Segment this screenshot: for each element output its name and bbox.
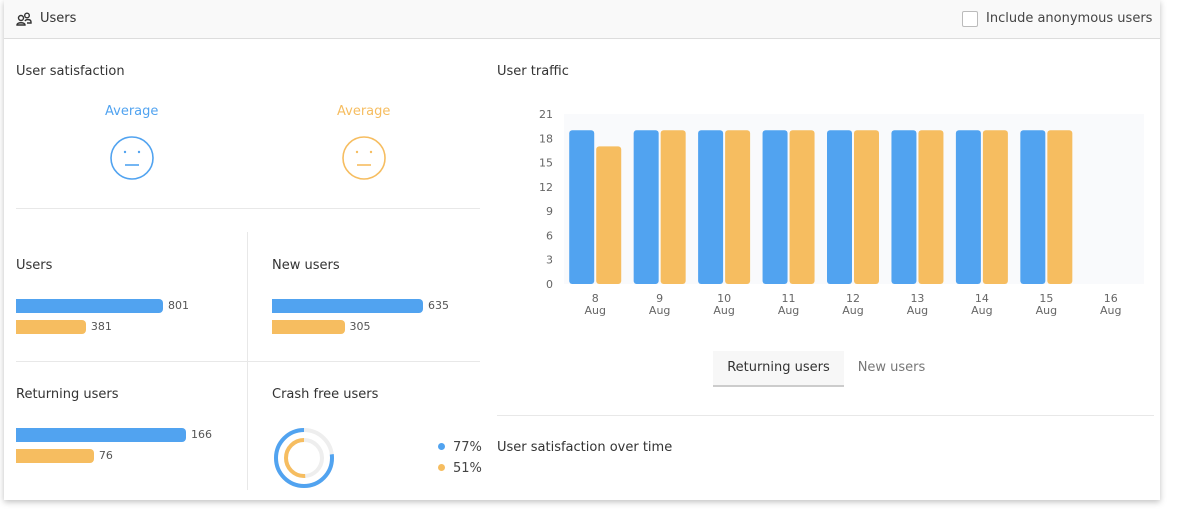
traffic-bar (1020, 130, 1046, 284)
traffic-bar (596, 146, 622, 284)
returning-users-title: Returning users (16, 387, 119, 402)
divider (16, 361, 480, 362)
traffic-bar (660, 130, 686, 284)
y-tick-label: 15 (539, 157, 553, 170)
x-tick-label: 13 Aug (907, 292, 928, 317)
crash-free-title: Crash free users (272, 387, 379, 402)
users-icon (16, 12, 32, 26)
user-satisfaction-title: User satisfaction (16, 64, 125, 79)
new-users-title: New users (272, 258, 340, 273)
traffic-bar (891, 130, 917, 284)
returning-users-value-orange: 76 (98, 449, 113, 462)
traffic-bar (698, 130, 724, 284)
neutral-face-icon (342, 136, 386, 180)
user-traffic-title: User traffic (497, 64, 569, 79)
satisfaction-over-time-title: User satisfaction over time (497, 440, 673, 455)
traffic-bar (569, 130, 595, 284)
users-bar-blue (16, 299, 163, 313)
card-header: Users Include anonymous users (4, 0, 1160, 39)
y-tick-label: 0 (546, 278, 553, 291)
users-value-orange: 381 (90, 320, 112, 333)
divider (16, 208, 480, 209)
traffic-bar (725, 130, 751, 284)
users-card: Users Include anonymous users User satis… (4, 0, 1160, 500)
y-tick-label: 21 (539, 108, 553, 121)
new-users-bar-blue (272, 299, 423, 313)
include-anonymous-checkbox[interactable] (962, 11, 978, 27)
returning-users-bar-blue (16, 428, 186, 442)
neutral-face-icon (110, 136, 154, 180)
crash-free-donut (274, 428, 334, 488)
traffic-bar (982, 130, 1008, 284)
crash-free-ring-orange (284, 438, 324, 478)
x-tick-label: 8 Aug (584, 292, 605, 317)
card-title: Users (40, 11, 77, 26)
user-traffic-chart: 0 3 6 9 12 15 18 21 8 Aug 9 Aug 10 Aug 11 Aug 12 Aug 13 Aug… (539, 108, 1144, 317)
traffic-bar (827, 130, 852, 284)
y-tick-label: 18 (539, 132, 553, 145)
traffic-bar (918, 130, 944, 284)
crash-free-ring-blue (274, 428, 334, 488)
satisfaction-label-blue: Average (105, 104, 159, 119)
tab-new-users[interactable]: New users (857, 360, 926, 375)
divider (497, 415, 1154, 416)
x-tick-label: 10 Aug (713, 292, 734, 317)
crash-free-orange-value: 51% (453, 461, 482, 476)
traffic-bar (762, 130, 788, 284)
y-tick-label: 6 (546, 229, 553, 242)
users-value-blue: 801 (168, 299, 189, 312)
users-title: Users (16, 258, 53, 273)
include-anonymous-label[interactable]: Include anonymous users (986, 11, 1153, 26)
returning-users-bar-orange (16, 449, 94, 463)
new-users-value-blue: 635 (428, 299, 449, 312)
x-tick-label: 14 Aug (971, 292, 992, 317)
crash-free-blue-value: 77% (453, 440, 482, 455)
users-bar-orange (16, 320, 86, 334)
x-tick-label: 11 Aug (778, 292, 799, 317)
legend-dot-blue (438, 443, 445, 450)
x-tick-label: 16 Aug (1100, 292, 1121, 317)
legend-dot-orange (438, 464, 445, 471)
traffic-bar (854, 130, 879, 284)
satisfaction-label-orange: Average (337, 104, 391, 119)
new-users-value-orange: 305 (349, 320, 371, 333)
traffic-bar (789, 130, 815, 284)
x-tick-label: 9 Aug (649, 292, 670, 317)
tab-returning-users[interactable]: Returning users (713, 351, 844, 387)
x-tick-label: 15 Aug (1036, 292, 1057, 317)
x-tick-label: 12 Aug (842, 292, 863, 317)
returning-users-value-blue: 166 (191, 428, 212, 441)
y-tick-label: 3 (546, 254, 553, 267)
new-users-bar-orange (272, 320, 345, 334)
y-tick-label: 12 (539, 181, 553, 194)
traffic-bar (633, 130, 659, 284)
y-tick-label: 9 (546, 205, 553, 218)
traffic-bar (1047, 130, 1073, 284)
traffic-bar (955, 130, 981, 284)
